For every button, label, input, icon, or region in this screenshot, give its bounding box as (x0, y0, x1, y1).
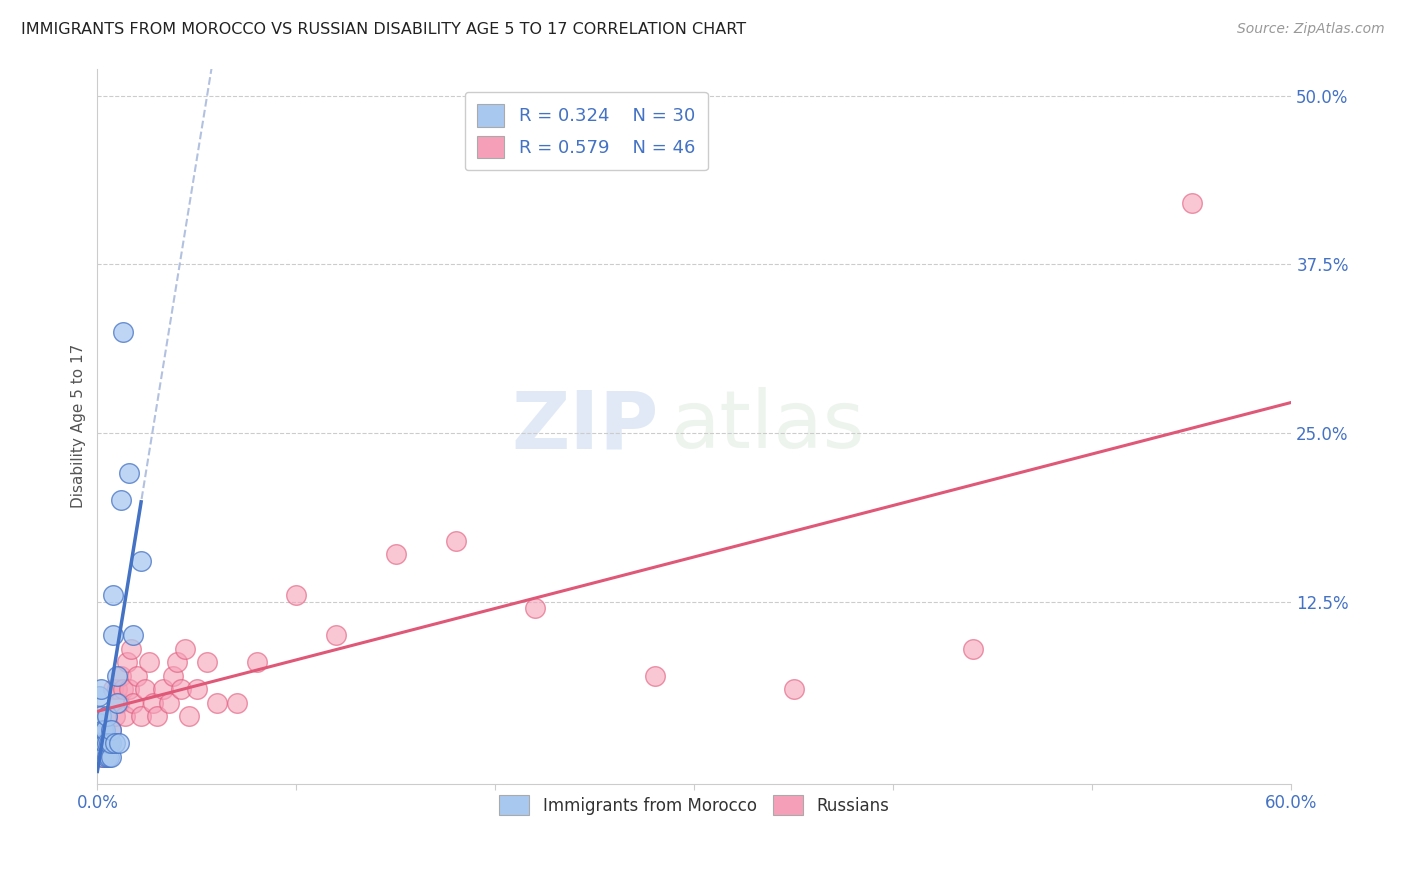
Point (129, 709, 152, 723)
Point (285, 588, 308, 602)
Point (644, 669, 666, 683)
Point (138, 655, 160, 669)
Point (524, 601, 547, 615)
Point (89, 736, 111, 750)
Point (105, 669, 128, 683)
Point (146, 709, 169, 723)
Point (89, 736, 111, 750)
Point (104, 709, 127, 723)
Point (98, 736, 121, 750)
Point (205, 696, 228, 710)
Text: atlas: atlas (671, 387, 865, 465)
Point (96, 709, 118, 723)
Point (100, 723, 122, 737)
Point (91, 723, 114, 737)
Point (170, 682, 193, 697)
Point (118, 467, 141, 481)
Point (103, 588, 125, 602)
Point (245, 655, 267, 669)
Point (91, 736, 114, 750)
Point (91, 723, 114, 737)
Point (134, 682, 156, 697)
Point (112, 325, 135, 339)
Point (89, 689, 111, 703)
Point (118, 682, 141, 697)
Point (1181, 196, 1204, 211)
Point (142, 696, 165, 710)
Point (90, 709, 112, 723)
Point (129, 554, 152, 568)
Legend: Immigrants from Morocco, Russians: Immigrants from Morocco, Russians (489, 785, 900, 825)
Point (225, 696, 247, 710)
Point (98, 736, 121, 750)
Point (122, 696, 145, 710)
Point (783, 682, 806, 697)
Point (127, 669, 149, 683)
Point (100, 723, 122, 737)
Point (96, 736, 118, 750)
Point (114, 709, 136, 723)
Point (195, 655, 218, 669)
Point (104, 736, 127, 750)
Point (96, 709, 118, 723)
Point (962, 641, 984, 656)
Point (89, 716, 111, 731)
Point (94, 736, 117, 750)
Point (98, 749, 121, 764)
Point (157, 696, 180, 710)
Point (186, 682, 208, 697)
Point (325, 628, 347, 642)
Point (90, 749, 112, 764)
Point (103, 628, 125, 642)
Text: IMMIGRANTS FROM MOROCCO VS RUSSIAN DISABILITY AGE 5 TO 17 CORRELATION CHART: IMMIGRANTS FROM MOROCCO VS RUSSIAN DISAB… (21, 22, 747, 37)
Point (115, 655, 138, 669)
Point (120, 641, 142, 656)
Point (385, 547, 408, 561)
Point (94, 749, 117, 764)
Text: Source: ZipAtlas.com: Source: ZipAtlas.com (1237, 22, 1385, 37)
Point (96, 749, 118, 764)
Point (105, 682, 128, 697)
Point (105, 696, 128, 710)
Point (103, 682, 125, 697)
Y-axis label: Disability Age 5 to 17: Disability Age 5 to 17 (72, 344, 86, 508)
Point (94, 723, 117, 737)
Point (110, 669, 132, 683)
Point (91, 749, 114, 764)
Point (108, 736, 131, 750)
Point (100, 749, 122, 764)
Point (108, 696, 131, 710)
Point (166, 655, 188, 669)
Point (110, 493, 132, 508)
Text: ZIP: ZIP (512, 387, 658, 465)
Point (122, 628, 145, 642)
Point (174, 641, 197, 656)
Point (444, 533, 467, 548)
Point (162, 669, 184, 683)
Point (177, 709, 200, 723)
Point (100, 736, 122, 750)
Point (90, 682, 112, 697)
Point (112, 682, 135, 697)
Point (91, 736, 114, 750)
Point (90, 736, 112, 750)
Point (152, 682, 174, 697)
